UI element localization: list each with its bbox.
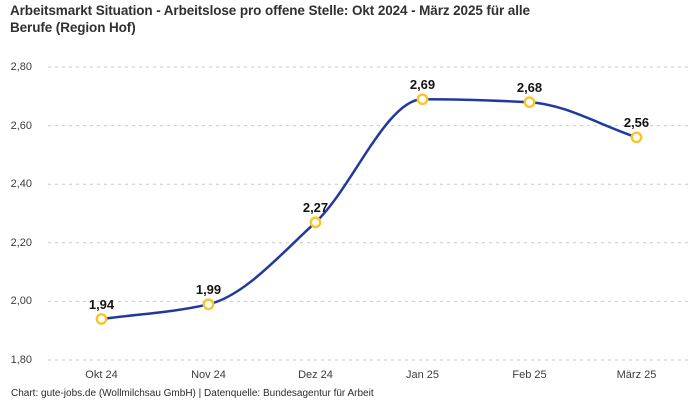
x-axis-label: Jan 25 bbox=[405, 369, 440, 381]
data-point-marker[interactable] bbox=[416, 93, 429, 106]
data-point-marker[interactable] bbox=[309, 216, 322, 229]
chart-title-line-1: Arbeitsmarkt Situation - Arbeitslose pro… bbox=[10, 3, 530, 18]
x-axis-label: Dez 24 bbox=[298, 369, 333, 381]
data-point-marker[interactable] bbox=[630, 131, 643, 144]
y-axis-tick-label: 2,60 bbox=[10, 119, 32, 132]
y-axis-tick-label: 2,80 bbox=[10, 61, 32, 73]
data-point-label: 2,27 bbox=[302, 200, 329, 216]
y-axis-tick-label: 2,40 bbox=[10, 178, 32, 191]
x-axis-label: März 25 bbox=[616, 369, 657, 381]
x-axis-label: Okt 24 bbox=[85, 369, 118, 381]
data-point-label: 2,56 bbox=[623, 115, 650, 131]
data-point-marker[interactable] bbox=[95, 313, 108, 325]
data-point-marker[interactable] bbox=[523, 96, 536, 109]
chart-title-line-2: Berufe (Region Hof) bbox=[10, 20, 136, 35]
data-point-marker[interactable] bbox=[202, 298, 215, 311]
data-point-label: 2,69 bbox=[409, 77, 436, 93]
chart-attribution: Chart: gute-jobs.de (Wollmilchsau GmbH) … bbox=[11, 388, 374, 399]
data-point-label: 1,99 bbox=[195, 282, 222, 298]
y-axis-tick-label: 2,00 bbox=[10, 295, 32, 308]
data-point-label: 1,94 bbox=[88, 296, 115, 312]
y-axis-tick-label: 1,80 bbox=[10, 354, 32, 366]
data-point-label: 2,68 bbox=[516, 80, 543, 96]
x-axis-label: Nov 24 bbox=[191, 369, 226, 381]
y-axis-tick-label: 2,20 bbox=[10, 236, 32, 249]
chart-title: Arbeitsmarkt Situation - Arbeitslose pro… bbox=[10, 2, 530, 36]
x-axis-label: Feb 25 bbox=[512, 369, 547, 381]
